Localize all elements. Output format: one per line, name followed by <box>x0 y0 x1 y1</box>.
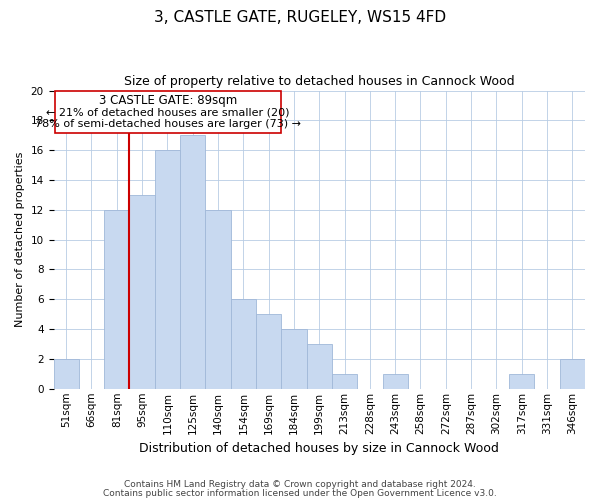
FancyBboxPatch shape <box>55 90 281 133</box>
Bar <box>155 150 180 389</box>
Bar <box>509 374 535 389</box>
Bar <box>104 210 130 389</box>
Text: 3 CASTLE GATE: 89sqm: 3 CASTLE GATE: 89sqm <box>99 94 237 106</box>
Text: 78% of semi-detached houses are larger (73) →: 78% of semi-detached houses are larger (… <box>35 119 301 129</box>
Bar <box>281 329 307 389</box>
Bar <box>130 195 155 389</box>
Bar <box>53 359 79 389</box>
Title: Size of property relative to detached houses in Cannock Wood: Size of property relative to detached ho… <box>124 75 515 88</box>
Text: Contains HM Land Registry data © Crown copyright and database right 2024.: Contains HM Land Registry data © Crown c… <box>124 480 476 489</box>
Bar <box>230 300 256 389</box>
Y-axis label: Number of detached properties: Number of detached properties <box>15 152 25 328</box>
Bar <box>307 344 332 389</box>
Bar <box>332 374 357 389</box>
Bar <box>383 374 408 389</box>
X-axis label: Distribution of detached houses by size in Cannock Wood: Distribution of detached houses by size … <box>139 442 499 455</box>
Bar <box>180 136 205 389</box>
Bar <box>256 314 281 389</box>
Bar <box>205 210 230 389</box>
Text: Contains public sector information licensed under the Open Government Licence v3: Contains public sector information licen… <box>103 488 497 498</box>
Text: ← 21% of detached houses are smaller (20): ← 21% of detached houses are smaller (20… <box>46 107 290 117</box>
Text: 3, CASTLE GATE, RUGELEY, WS15 4FD: 3, CASTLE GATE, RUGELEY, WS15 4FD <box>154 10 446 25</box>
Bar <box>560 359 585 389</box>
